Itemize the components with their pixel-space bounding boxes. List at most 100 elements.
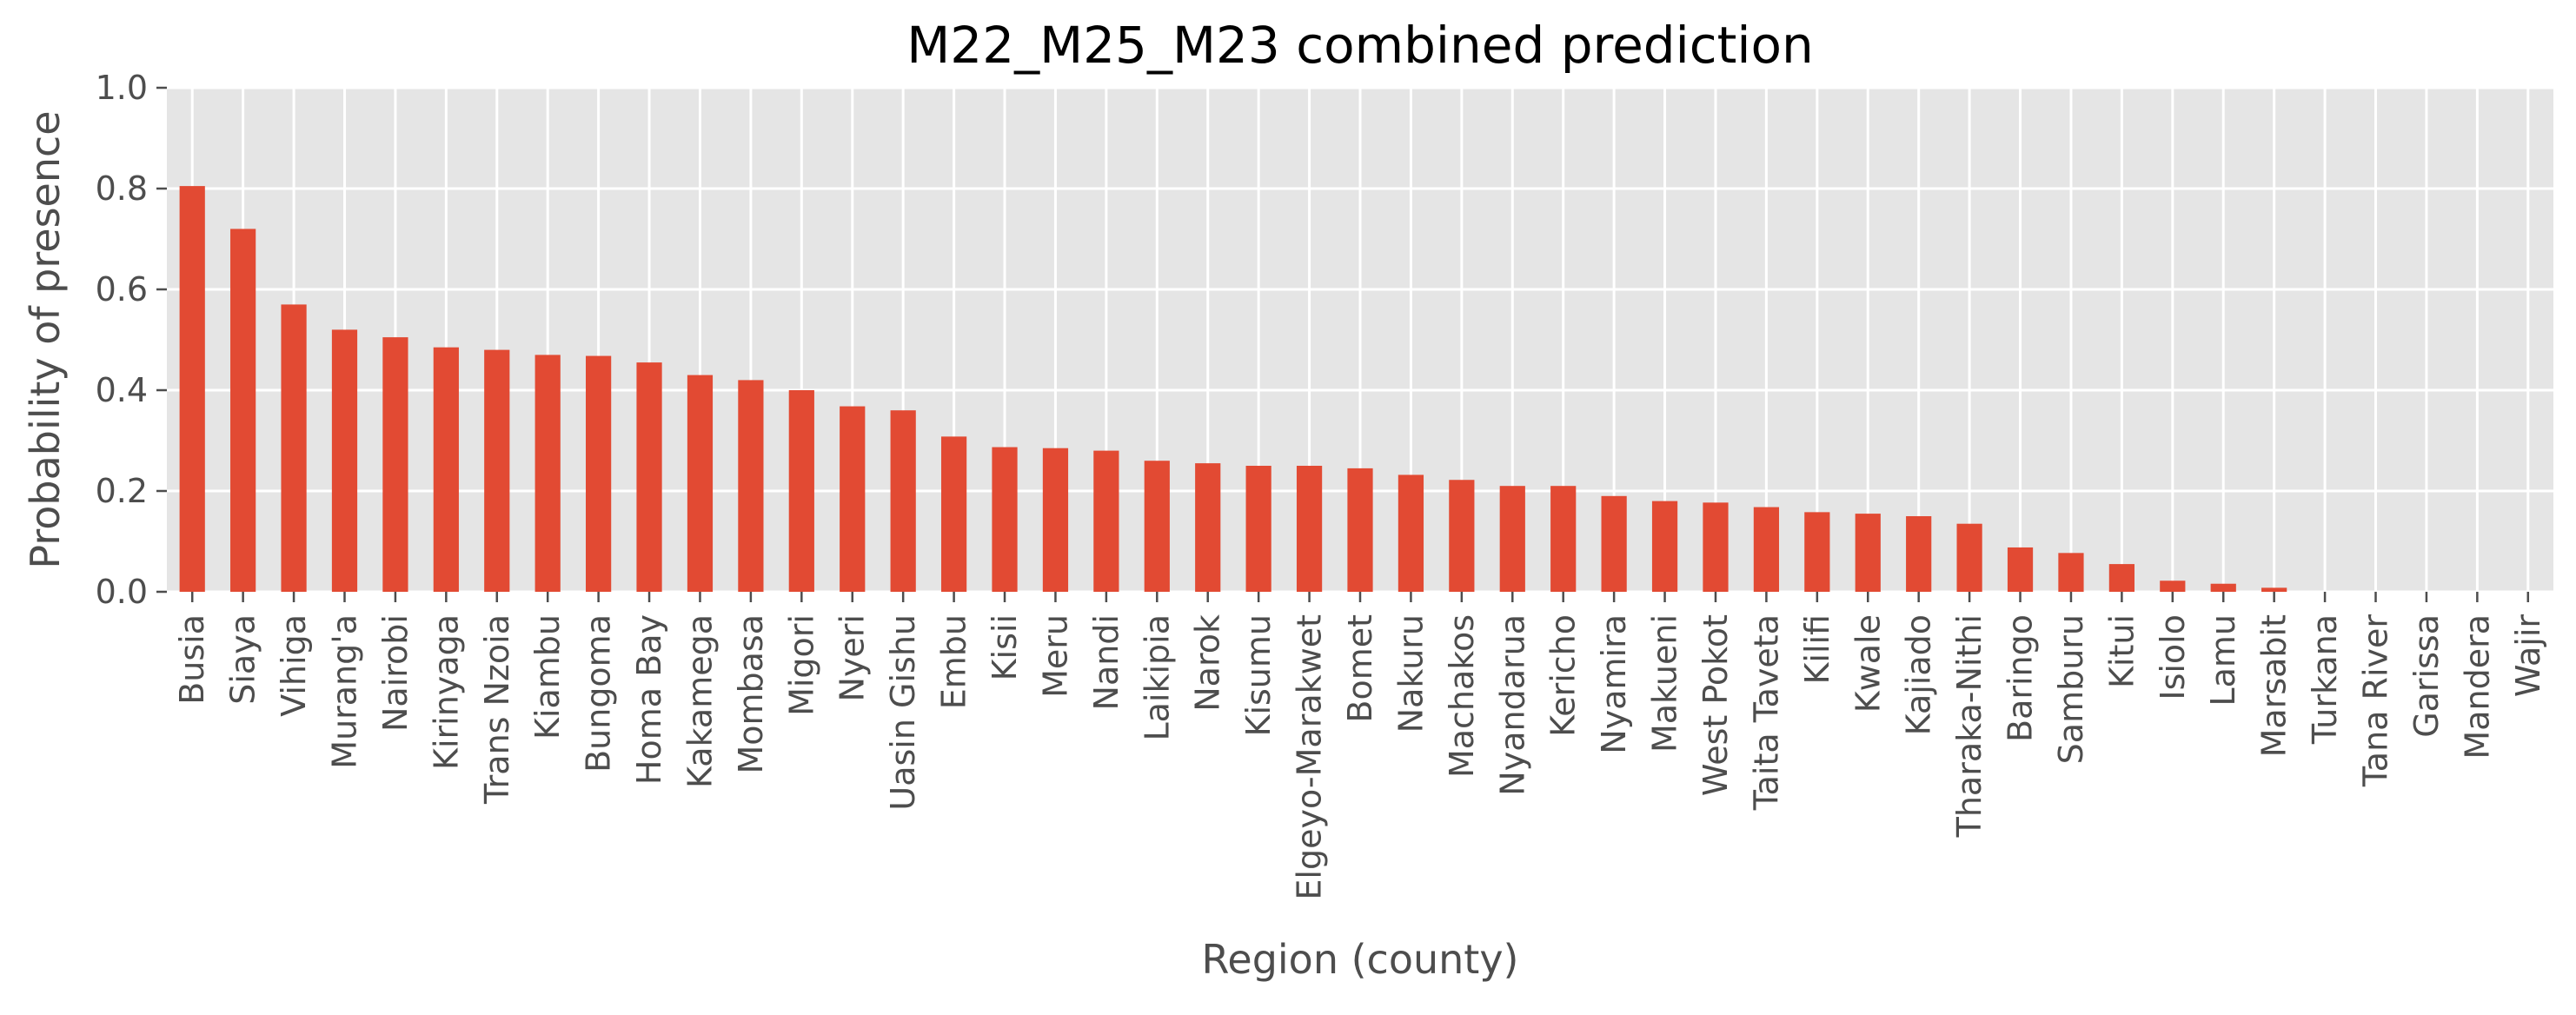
bar-trans-nzoia bbox=[484, 349, 510, 592]
bar-west-pokot bbox=[1703, 502, 1729, 592]
bar-uasin-gishu bbox=[890, 410, 916, 592]
bar-kisumu bbox=[1245, 466, 1271, 592]
bar-marsabit bbox=[2261, 587, 2287, 592]
x-tick-label: Kirinyaga bbox=[427, 614, 465, 770]
x-tick-label: Murang'a bbox=[325, 614, 363, 769]
bar-kitui bbox=[2108, 564, 2134, 592]
y-axis-label: Probability of presence bbox=[22, 110, 69, 568]
bar-isiolo bbox=[2160, 580, 2186, 592]
bar-embu bbox=[940, 436, 967, 592]
bar-bungoma bbox=[586, 355, 612, 592]
x-tick-label: Bomet bbox=[1341, 614, 1379, 723]
bar-kajiado bbox=[1906, 516, 1932, 592]
x-tick-label: Nyeri bbox=[833, 614, 872, 701]
bar-migori bbox=[788, 390, 814, 592]
x-tick-label: Trans Nzoia bbox=[478, 614, 516, 805]
x-axis-ticks: Busia Siaya Vihiga Murang'a Nairobi Kirinyaga… bbox=[173, 592, 2547, 900]
x-tick-label: Machakos bbox=[1443, 614, 1481, 778]
x-tick-label: Nandi bbox=[1087, 614, 1125, 710]
x-tick-label: Isiolo bbox=[2154, 614, 2192, 700]
x-tick-label: Samburu bbox=[2052, 614, 2090, 764]
bar-lamu bbox=[2210, 583, 2236, 592]
bar-busia bbox=[179, 186, 205, 592]
x-tick-label: Bungoma bbox=[580, 614, 618, 773]
bar-kiambu bbox=[534, 355, 561, 592]
bar-nyeri bbox=[840, 406, 866, 592]
x-tick-label: Uasin Gishu bbox=[884, 614, 922, 811]
bar-nyandarua bbox=[1499, 486, 1525, 592]
y-tick-label: 0.0 bbox=[96, 573, 148, 611]
y-tick-label: 1.0 bbox=[96, 69, 148, 107]
x-tick-label: Tana River bbox=[2357, 614, 2395, 787]
x-tick-label: Kilifi bbox=[1798, 614, 1836, 685]
chart-title: M22_M25_M23 combined prediction bbox=[906, 16, 1813, 75]
y-tick-label: 0.4 bbox=[96, 371, 148, 409]
bar-nandi bbox=[1093, 450, 1119, 592]
x-axis-label: Region (county) bbox=[1202, 936, 1519, 983]
x-tick-label: Kwale bbox=[1849, 614, 1887, 713]
x-tick-label: Mandera bbox=[2458, 614, 2496, 760]
x-tick-label: Makueni bbox=[1646, 614, 1684, 753]
bar-nakuru bbox=[1398, 474, 1424, 592]
x-tick-label: Laikipia bbox=[1138, 614, 1176, 741]
x-tick-label: Wajir bbox=[2509, 614, 2547, 698]
bar-vihiga bbox=[281, 304, 307, 592]
bar-baringo bbox=[2007, 547, 2034, 592]
y-tick-label: 0.6 bbox=[96, 270, 148, 308]
x-tick-label: Kakamega bbox=[681, 614, 719, 788]
x-tick-label: Nairobi bbox=[376, 614, 415, 732]
x-tick-label: Kiambu bbox=[528, 614, 567, 740]
x-tick-label: Siaya bbox=[224, 614, 262, 705]
x-tick-label: Vihiga bbox=[275, 614, 313, 717]
x-tick-label: Kericho bbox=[1544, 614, 1583, 737]
y-axis-ticks: 0.0 0.2 0.4 0.6 0.8 1.0 bbox=[96, 69, 167, 611]
bars bbox=[179, 186, 2287, 592]
x-tick-label: Marsabit bbox=[2255, 614, 2294, 757]
x-tick-label: Nyandarua bbox=[1493, 614, 1531, 796]
bar-kericho bbox=[1550, 486, 1577, 592]
bar-machakos bbox=[1449, 480, 1475, 592]
bar-nairobi bbox=[382, 337, 408, 592]
x-tick-label: Homa Bay bbox=[630, 614, 668, 785]
bar-kwale bbox=[1855, 514, 1881, 592]
bar-nyamira bbox=[1601, 495, 1627, 592]
x-tick-label: Meru bbox=[1036, 614, 1074, 698]
bar-meru bbox=[1042, 448, 1069, 592]
x-tick-label: Kisumu bbox=[1239, 614, 1278, 736]
bar-taita-taveta bbox=[1753, 507, 1780, 592]
bar-samburu bbox=[2058, 553, 2084, 592]
bar-kisii bbox=[992, 447, 1018, 592]
x-tick-label: Kitui bbox=[2102, 614, 2141, 688]
bar-bomet bbox=[1347, 468, 1373, 592]
bar-mombasa bbox=[738, 380, 764, 592]
bar-elgeyo-marakwet bbox=[1296, 466, 1323, 592]
x-tick-label: Kajiado bbox=[1900, 614, 1938, 735]
x-tick-label: Busia bbox=[173, 614, 211, 705]
x-tick-label: Turkana bbox=[2306, 614, 2344, 745]
bar-kakamega bbox=[687, 375, 714, 592]
x-tick-label: Lamu bbox=[2204, 614, 2242, 707]
x-tick-label: Mombasa bbox=[732, 614, 770, 774]
x-tick-label: Embu bbox=[935, 614, 973, 709]
x-tick-label: Tharaka-Nithi bbox=[1950, 614, 1988, 838]
bar-homa-bay bbox=[636, 362, 662, 592]
bar-kilifi bbox=[1804, 512, 1830, 592]
y-tick-label: 0.8 bbox=[96, 169, 148, 208]
y-tick-label: 0.2 bbox=[96, 472, 148, 510]
bar-kirinyaga bbox=[433, 347, 459, 592]
bar-siaya bbox=[230, 229, 256, 592]
bar-tharaka-nithi bbox=[1956, 523, 1982, 592]
x-tick-label: Elgeyo-Marakwet bbox=[1291, 614, 1329, 900]
bar-laikipia bbox=[1144, 461, 1170, 592]
x-tick-label: Taita Taveta bbox=[1747, 614, 1785, 811]
bar-murang-a bbox=[331, 329, 358, 592]
x-tick-label: Nyamira bbox=[1595, 614, 1633, 754]
bar-makueni bbox=[1651, 501, 1678, 592]
x-tick-label: Narok bbox=[1189, 614, 1227, 712]
x-tick-label: West Pokot bbox=[1696, 614, 1735, 796]
x-tick-label: Migori bbox=[782, 614, 820, 716]
x-tick-label: Kisii bbox=[986, 614, 1024, 680]
x-tick-label: Baringo bbox=[2002, 614, 2040, 742]
